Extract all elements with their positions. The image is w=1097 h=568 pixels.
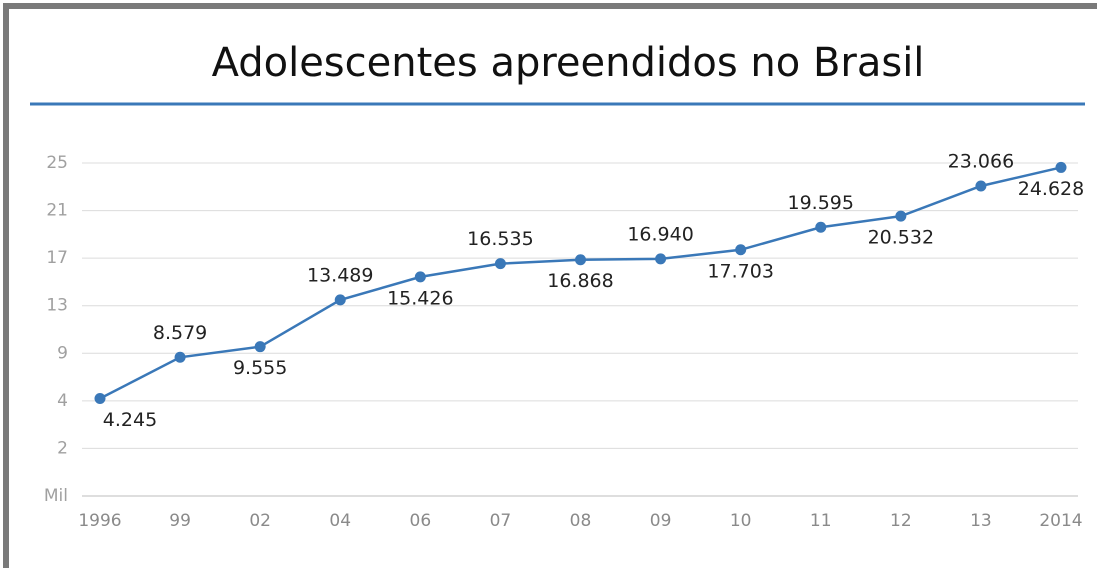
x-tick-label: 99 xyxy=(169,511,191,531)
x-tick-label: 11 xyxy=(810,511,832,531)
x-tick-label: 2014 xyxy=(1039,511,1082,531)
data-label: 9.555 xyxy=(233,357,287,379)
data-point xyxy=(254,341,266,353)
data-point xyxy=(975,180,987,192)
data-label: 16.940 xyxy=(627,223,693,245)
x-tick-label: 02 xyxy=(249,511,271,531)
y-tick-label: 9 xyxy=(57,343,68,363)
data-point xyxy=(174,351,186,363)
data-label: 4.245 xyxy=(103,409,157,431)
data-label: 13.489 xyxy=(307,264,373,286)
data-point xyxy=(895,210,907,222)
y-tick-label: Mil xyxy=(44,486,68,506)
data-point xyxy=(575,254,586,266)
x-tick-label: 04 xyxy=(329,511,351,531)
data-label: 20.532 xyxy=(868,227,934,249)
x-tick-label: 12 xyxy=(890,511,912,531)
x-tick-label: 07 xyxy=(490,511,512,531)
x-tick-label: 10 xyxy=(730,511,752,531)
data-point xyxy=(1055,161,1067,173)
data-point xyxy=(494,258,506,270)
chart-title: Adolescentes apreendidos no Brasil xyxy=(212,40,925,86)
data-label: 16.535 xyxy=(467,228,533,250)
data-point xyxy=(655,253,667,265)
y-tick-label: 4 xyxy=(57,391,68,411)
frame xyxy=(3,3,1097,568)
y-tick-label: 2 xyxy=(57,438,68,458)
data-point xyxy=(815,221,827,233)
data-label: 17.703 xyxy=(707,260,773,282)
data-point xyxy=(735,244,747,256)
x-tick-label: 08 xyxy=(570,511,592,531)
data-label: 19.595 xyxy=(788,192,854,214)
data-point xyxy=(334,294,346,306)
data-label: 24.628 xyxy=(1018,178,1084,200)
data-label: 16.868 xyxy=(547,270,613,292)
x-tick-label: 09 xyxy=(650,511,672,531)
y-tick-label: 21 xyxy=(46,201,68,221)
data-point xyxy=(94,393,106,405)
y-tick-label: 13 xyxy=(46,296,68,316)
x-tick-label: 13 xyxy=(970,511,992,531)
data-label: 15.426 xyxy=(387,287,453,309)
y-tick-label: 25 xyxy=(46,153,68,173)
data-label: 8.579 xyxy=(153,322,207,344)
x-tick-label: 1996 xyxy=(78,511,121,531)
y-tick-label: 17 xyxy=(46,248,68,268)
x-tick-label: 06 xyxy=(410,511,432,531)
data-point xyxy=(414,271,426,283)
data-label: 23.066 xyxy=(948,151,1014,173)
